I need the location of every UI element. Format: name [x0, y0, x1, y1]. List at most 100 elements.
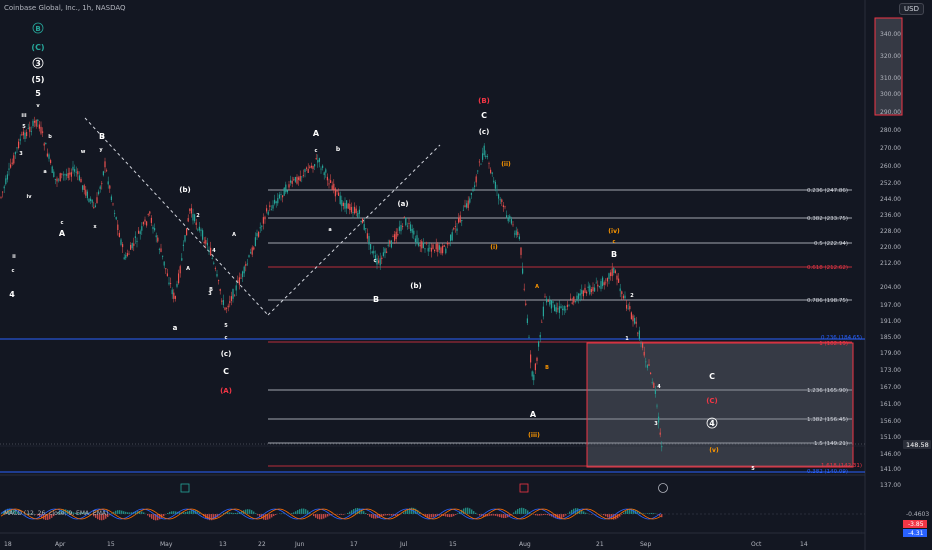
price-tick-label: 204.00 — [880, 284, 901, 291]
wave-label: (b) — [410, 282, 421, 290]
price-tick-label: 280.00 — [880, 127, 901, 134]
fib-level-label: 1.618 (142.31) — [821, 463, 862, 469]
time-tick-label: 13 — [219, 541, 227, 548]
price-tick-label: 260.00 — [880, 163, 901, 170]
price-tick-label: 244.00 — [880, 196, 901, 203]
fib-level-label: 0.236 (247.86) — [807, 188, 848, 194]
wave-label: c — [374, 258, 377, 264]
wave-label: 1 — [625, 336, 629, 342]
wave-label: 3 — [35, 59, 41, 68]
candlestick-series — [0, 116, 663, 452]
time-axis[interactable]: 18 Apr 15 May 13 22 Jun 17 Jul 15 Aug 21 Sep Oct 14 — [4, 541, 808, 548]
fib-level-label: 0.618 (212.62) — [807, 265, 848, 271]
time-tick-label: Jul — [399, 541, 408, 548]
fib-level-label: 1 (182.19) — [819, 341, 848, 347]
wave-label: B — [545, 365, 549, 371]
macd-legend[interactable]: MACD (12, 26, close, 9, EMA, EMA) — [4, 510, 109, 517]
wave-label: (C) — [31, 43, 44, 52]
price-tick-label: 191.00 — [880, 318, 901, 325]
price-tick-label: 340.00 — [880, 31, 901, 38]
price-axis[interactable]: 340.00 320.00 310.00 300.00 290.00 280.00 270.… — [880, 31, 901, 489]
wave-label: 3 — [19, 151, 23, 157]
wave-label: 3 — [208, 291, 212, 297]
price-tick-label: 141.00 — [880, 466, 901, 473]
price-tick-label: 252.00 — [880, 180, 901, 187]
time-tick-label: 22 — [258, 541, 266, 548]
wave-label: a — [173, 324, 178, 332]
symbol-title[interactable]: Coinbase Global, Inc., 1h, NASDAQ — [4, 4, 126, 12]
wave-label: y — [99, 147, 103, 153]
price-tick-label: 300.00 — [880, 91, 901, 98]
current-price-label: 148.58 — [906, 441, 929, 449]
wave-label: ii — [12, 254, 16, 260]
time-tick-label: 17 — [350, 541, 358, 548]
time-tick-label: 21 — [596, 541, 604, 548]
fib-level-label: 1.5 (149.21) — [814, 441, 848, 447]
price-tick-label: 167.00 — [880, 384, 901, 391]
price-tick-label: 320.00 — [880, 53, 901, 60]
price-tick-label: 197.00 — [880, 302, 901, 309]
time-tick-label: 15 — [449, 541, 457, 548]
wave-label: (ii) — [501, 161, 511, 168]
wave-label: 5 — [35, 89, 41, 98]
wave-label: (c) — [221, 350, 232, 358]
wave-label: (A) — [220, 387, 232, 395]
macd-indicator — [0, 507, 865, 521]
time-tick-label: 14 — [800, 541, 808, 548]
fib-level-label: 1.382 (156.45) — [807, 417, 848, 423]
fib-level-label: 0.5 (222.94) — [814, 241, 848, 247]
wave-label: (c) — [479, 128, 490, 136]
upper-target-box[interactable] — [874, 17, 903, 116]
time-tick-label: Apr — [55, 541, 66, 548]
wave-label: 4 — [709, 419, 715, 428]
wave-label: (v) — [709, 447, 719, 454]
wave-label: A — [535, 284, 539, 290]
fib-level-label: 0.786 (198.75) — [807, 298, 848, 304]
wave-label: A — [232, 232, 236, 238]
wave-label: 4 — [9, 290, 15, 299]
wave-label: 5 — [751, 466, 755, 472]
wave-label: (i) — [490, 244, 498, 251]
price-tick-label: 220.00 — [880, 244, 901, 251]
wave-label: (iv) — [608, 228, 620, 235]
price-tick-label: 270.00 — [880, 145, 901, 152]
price-tick-label: 156.00 — [880, 418, 901, 425]
currency-button[interactable]: USD — [899, 3, 924, 15]
wave-label: b — [336, 146, 341, 153]
wave-label: (C) — [706, 397, 718, 405]
wave-label: v — [36, 103, 40, 109]
signal-value-label: -3.85 — [908, 521, 924, 528]
wave-label: c — [613, 239, 616, 245]
wave-label: (5) — [32, 75, 45, 84]
price-tick-label: 137.00 — [880, 482, 901, 489]
wave-label: B — [373, 295, 379, 304]
wave-label: c — [61, 220, 64, 226]
price-tick-label: 212.00 — [880, 260, 901, 267]
wave-label: b — [48, 134, 52, 140]
wave-label: A — [530, 410, 537, 419]
price-tick-label: 185.00 — [880, 334, 901, 341]
price-tick-label: 179.00 — [880, 350, 901, 357]
price-tick-label: 173.00 — [880, 367, 901, 374]
wave-label: 5 — [224, 323, 228, 329]
wave-label: 2 — [196, 213, 200, 219]
wave-label: a — [328, 227, 331, 233]
wave-label: (b) — [179, 186, 190, 194]
macd-value-label: -0.4603 — [906, 511, 929, 518]
wave-label: 4 — [212, 248, 216, 254]
price-tick-label: 310.00 — [880, 75, 901, 82]
wave-label: c — [12, 268, 15, 274]
wave-label: a — [43, 169, 46, 175]
wave-label: C — [481, 111, 487, 120]
wave-label: B — [611, 250, 617, 259]
wave-label: iv — [27, 194, 33, 200]
wave-label: 3 — [654, 421, 658, 427]
target-zone-box[interactable] — [586, 342, 854, 468]
fib-level-label: 0.382 (233.75) — [807, 216, 848, 222]
wave-label: C — [709, 372, 715, 381]
price-tick-label: 146.00 — [880, 451, 901, 458]
wave-label: A — [186, 266, 190, 272]
time-tick-label: Jun — [294, 541, 305, 548]
fib-level-label: 0.236 (184.65) — [821, 335, 862, 341]
